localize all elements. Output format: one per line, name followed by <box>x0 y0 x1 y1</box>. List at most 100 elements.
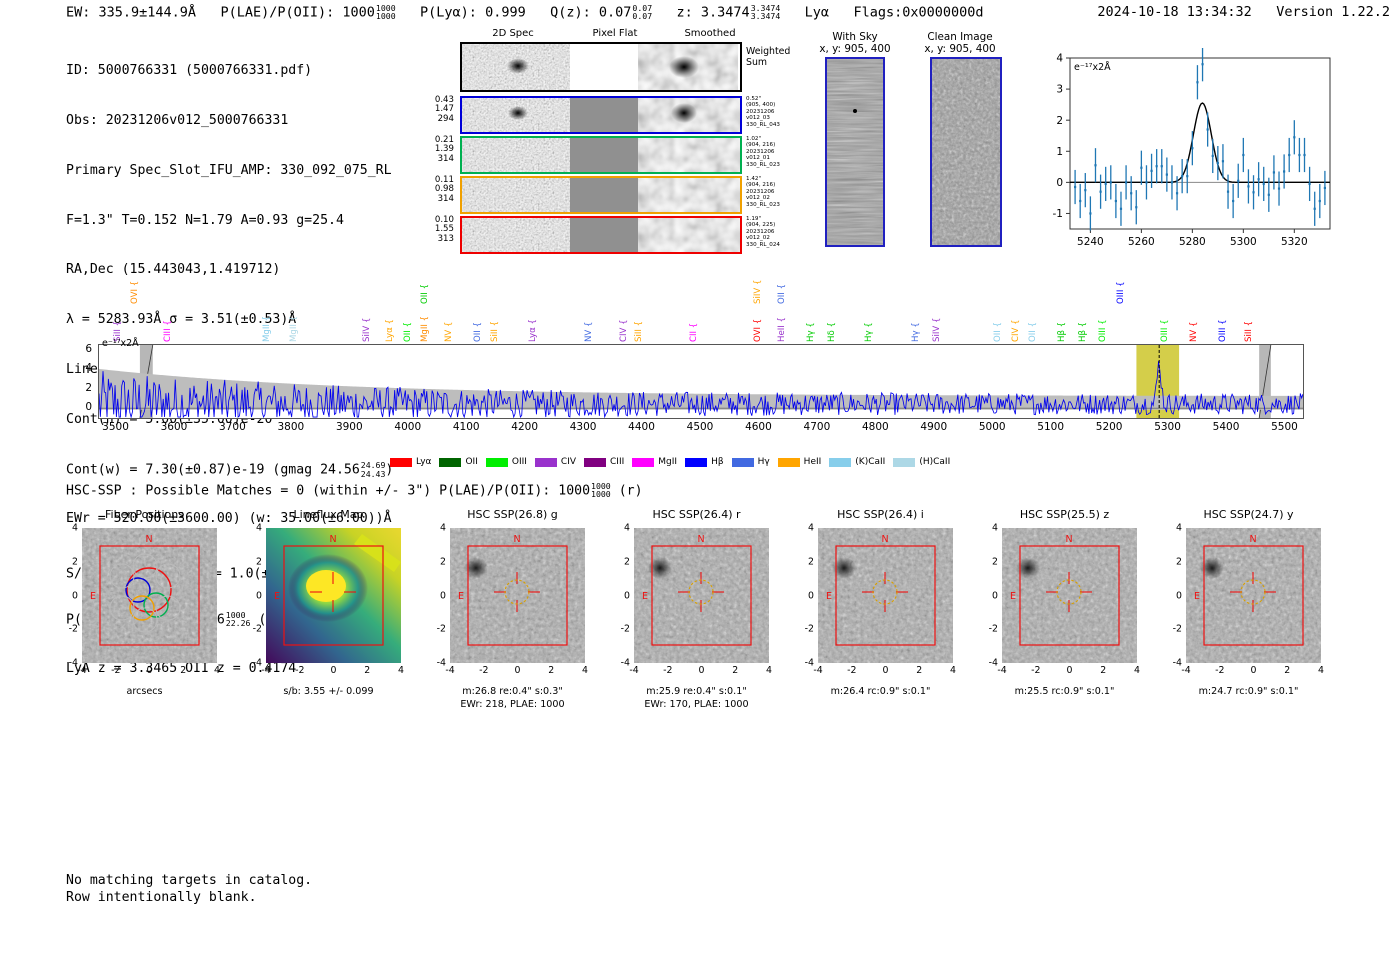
emission-line-label: SiII { <box>633 320 644 342</box>
legend-item: OIII <box>485 457 527 467</box>
cutout-caption-line-2: EWr: 218, PLAE: 1000 <box>460 698 565 710</box>
cutout-x-tick: 0 <box>330 665 337 676</box>
cutout-panel[interactable]: HSC SSP(26.8) g N E -4 -2 0 2 4 4 2 0 -2 -4 m:26.8 re… <box>420 508 605 710</box>
legend-label: (K)CaII <box>855 457 886 467</box>
fiber-row <box>460 216 742 254</box>
cutout-y-tick: 2 <box>72 556 78 568</box>
svg-text:4: 4 <box>1056 53 1063 65</box>
header-timestamp-version: 2024-10-18 13:34:32 Version 1.22.2 <box>1097 4 1390 20</box>
x-tick: 4600 <box>745 421 772 433</box>
fiber-row <box>460 176 742 214</box>
cutout-panel-title: HSC SSP(24.7) y <box>1203 508 1294 521</box>
x-tick: 4700 <box>803 421 831 433</box>
cutout-panel[interactable]: HSC SSP(24.7) y N E -4 -2 0 2 4 4 2 0 -2 -4 m:24.7 rc… <box>1156 508 1341 697</box>
legend-item: HeII <box>777 457 821 467</box>
info-radec: RA,Dec (15.443043,1.419712) <box>66 262 281 278</box>
plya-label: P(Lyα): <box>420 4 477 21</box>
cutout-y-tick: -4 <box>252 657 262 669</box>
cutout-panel-title: Fiber Positions <box>105 508 184 521</box>
emission-line-label: OII { <box>402 321 413 342</box>
cutout-caption: m:26.8 re:0.4" s:0.3" EWr: 218, PLAE: 100… <box>420 686 605 711</box>
cutout-caption-line-1: arcsecs <box>126 686 163 697</box>
svg-text:N: N <box>1249 534 1256 545</box>
y-tick: 0 <box>85 401 92 414</box>
emission-line-label: OII { <box>776 283 787 304</box>
cutout-panel-title: HSC SSP(26.8) g <box>467 508 558 521</box>
emission-line-zoom-plot: 5240 5260 5280 5300 5320 -1 0 1 2 3 4 e⁻¹⁷x2Å <box>1036 48 1336 263</box>
x-tick: 4800 <box>861 421 889 433</box>
cutout-y-tick: -2 <box>252 623 262 635</box>
cutout-x-tick: 4 <box>582 665 588 676</box>
z-value: 3.3474 <box>700 4 750 21</box>
x-tick: 3600 <box>160 421 188 433</box>
cutout-panel[interactable]: HSC SSP(26.4) i N E -4 -2 0 2 4 4 2 0 -2 -4 m:26.4 rc… <box>788 508 973 697</box>
weighted-sum-row <box>460 42 742 92</box>
x-tick: 3700 <box>219 421 246 433</box>
emission-line-label: Hγ { <box>864 322 875 342</box>
cutout-panel[interactable]: Lineflux Map N E -4 -2 0 2 4 4 2 0 -2 -4 s/b: 3.55 +/… <box>236 508 421 697</box>
weighted-sum-label: Weighted Sum <box>746 46 791 68</box>
x-tick: 4400 <box>628 421 655 433</box>
emission-line-label: NV { <box>583 321 594 342</box>
hsc-plae-range: 1000 1000 <box>591 481 611 500</box>
full-spectrum-plot: SiII {OVI {CIII {MgII {MgII {SiIV {Lyα {… <box>85 272 1318 472</box>
col-title-smoothed: Smoothed <box>684 28 736 39</box>
z-line-name: Lyα <box>804 4 830 21</box>
emission-line-label: SiIV { <box>931 317 942 342</box>
fiber-row <box>460 96 742 134</box>
svg-text:N: N <box>1065 534 1072 545</box>
svg-text:N: N <box>697 534 704 545</box>
cutout-x-tick: -2 <box>663 665 673 676</box>
y-tick: 4 <box>85 362 92 375</box>
cutout-panel[interactable]: Fiber Positions N E -4 -2 0 2 4 4 2 0 -2 -4 arcsecs <box>52 508 237 697</box>
cutout-x-tick: 2 <box>916 665 923 676</box>
x-tick: 4100 <box>452 421 480 433</box>
info-seeing: F=1.3" T=0.152 N=1.79 A=0.93 g=25.4 <box>66 212 344 228</box>
legend-label: CIV <box>560 457 577 467</box>
cutout-panel-title: Lineflux Map <box>293 508 364 521</box>
legend-label: Hβ <box>711 457 724 467</box>
emission-line-label: OIII { <box>1115 281 1126 304</box>
cutout-x-tick: 0 <box>146 665 153 676</box>
cutout-y-tick: 4 <box>992 522 998 534</box>
cutout-y-tick: 2 <box>992 556 998 568</box>
svg-text:2: 2 <box>1056 115 1063 127</box>
cutout-caption-line-2: EWr: 170, PLAE: 1000 <box>644 698 749 710</box>
cutout-y-tick: -2 <box>620 623 630 635</box>
cutout-x-tick: 2 <box>364 665 371 676</box>
emission-line-label: CIV { <box>1010 319 1021 342</box>
cutout-x-tick: -4 <box>445 665 455 676</box>
cutout-y-tick: 4 <box>72 522 78 534</box>
cutout-caption-line-1: m:26.8 re:0.4" s:0.3" <box>462 686 563 697</box>
cutout-x-tick: -4 <box>813 665 823 676</box>
cutout-panel[interactable]: HSC SSP(26.4) r N E -4 -2 0 2 4 4 2 0 -2 -4 m:25.9 re… <box>604 508 789 710</box>
legend-item: MgII <box>632 457 677 467</box>
cutout-panel-title: HSC SSP(26.4) i <box>837 508 924 521</box>
emission-line-label: OIII { <box>1218 319 1229 342</box>
legend-label: MgII <box>658 457 678 467</box>
cutout-x-tick: -2 <box>1031 665 1041 676</box>
svg-text:E: E <box>458 591 464 602</box>
cutout-y-tick: 2 <box>440 556 446 568</box>
svg-text:0: 0 <box>1056 177 1063 189</box>
legend-item: CIII <box>584 457 624 467</box>
plya-value: 0.999 <box>485 4 526 21</box>
cutout-x-tick: -2 <box>479 665 489 676</box>
emission-line-label: MgII { <box>288 315 299 342</box>
cutout-panel[interactable]: HSC SSP(25.5) z N E -4 -2 0 2 4 4 2 0 -2 -4 m:25.5 rc… <box>972 508 1157 697</box>
cutout-y-tick: 0 <box>808 590 814 601</box>
svg-text:E: E <box>642 591 648 602</box>
cutout-y-tick: 2 <box>808 556 814 568</box>
emission-line-label: OII { <box>1028 321 1039 342</box>
svg-text:E: E <box>826 591 832 602</box>
qz-range: 0.07 0.07 <box>632 3 653 22</box>
svg-text:-1: -1 <box>1053 208 1063 220</box>
legend-swatch <box>439 457 462 467</box>
